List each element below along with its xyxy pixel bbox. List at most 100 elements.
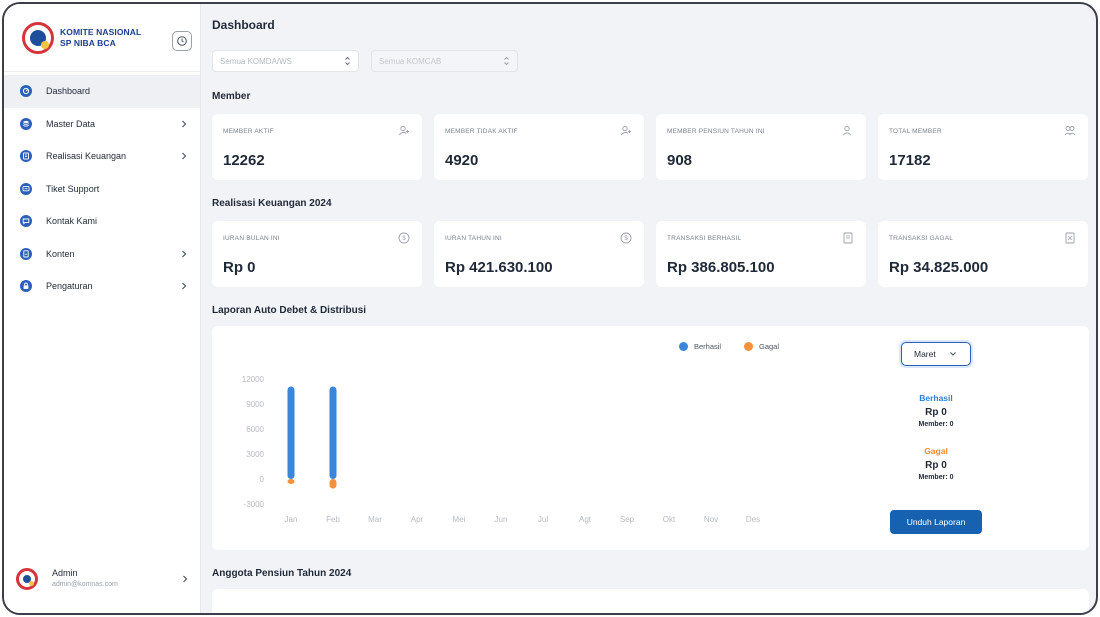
report-chart-panel: Berhasil Gagal 12000 9000 6000 3000 0 -3000 Ja… [212,326,1089,550]
updown-icon [345,56,350,66]
x-tick-label: Jun [495,515,508,524]
legend-berhasil: Berhasil [679,342,721,351]
card-label: MEMBER TIDAK AKTIF [445,128,518,135]
member-stat-card: TOTAL MEMBER 17182 [878,114,1088,180]
report-section-title: Laporan Auto Debet & Distribusi [212,305,367,316]
sidebar-item-label: Realisasi Keuangan [46,151,127,162]
summary-berhasil-member: Member: 0 [918,421,954,428]
card-label: IURAN TAHUN INI [445,235,502,242]
users-icon [1064,126,1076,136]
card-value: 4920 [445,152,479,169]
legend-gagal: Gagal [744,342,779,351]
x-tick-label: Des [746,515,760,524]
card-label: MEMBER AKTIF [223,128,274,135]
summary-berhasil-value: Rp 0 [925,407,947,418]
komda-select[interactable]: Semua KOMDA/WS [212,50,359,72]
sidebar-item-tiket-support[interactable]: Tiket Support [4,173,200,206]
sidebar-item-label: Konten [46,248,75,259]
chevron-right-icon [182,282,187,290]
summary-gagal-value: Rp 0 [925,460,947,471]
main-content: Dashboard Semua KOMDA/WS Semua KOMCAB Me… [201,4,1096,613]
legend-dot-berhasil [679,342,688,351]
member-section-title: Member [212,91,251,102]
card-value: 12262 [223,152,265,169]
chevron-down-icon [950,352,956,356]
card-label: TOTAL MEMBER [889,128,942,135]
komcab-select[interactable]: Semua KOMCAB [371,50,518,72]
card-value: Rp 386.805.100 [667,259,775,276]
updown-icon [504,56,509,66]
chevron-right-icon [182,152,187,160]
member-stat-card: MEMBER AKTIF 12262 [212,114,422,180]
x-tick-label: Jan [285,515,298,524]
card-value: 17182 [889,152,931,169]
lock-icon [20,280,32,293]
sidebar-item-konten[interactable]: Konten [4,238,200,271]
bar-berhasil-jan [287,386,295,479]
sidebar-item-realisasi-keuangan[interactable]: Realisasi Keuangan [4,140,200,173]
sidebar-item-dashboard[interactable]: Dashboard [4,75,200,108]
sidebar-item-master-data[interactable]: Master Data [4,108,200,141]
brand-logo [22,21,54,54]
ticket-icon [20,182,32,195]
finance-stat-card: TRANSAKSI GAGAL Rp 34.825.000 [878,221,1088,287]
coin-icon: $ [398,232,410,244]
bar-gagal-feb [329,479,337,489]
sidebar-nav: Dashboard Master Data Realisasi Keuangan Ti… [4,72,200,303]
finance-stat-card: TRANSAKSI BERHASIL Rp 386.805.100 [656,221,866,287]
y-tick-label: 6000 [246,425,264,434]
page-title: Dashboard [212,18,275,32]
pensiun-section-title: Anggota Pensiun Tahun 2024 [212,568,352,579]
user-icon [842,125,852,136]
summary-berhasil-label: Berhasil [919,393,953,403]
brand-text: KOMITE NASIONAL SP NIBA BCA [60,27,141,49]
x-tick-label: Okt [663,515,676,524]
user-profile[interactable]: Admin admin@komnas.com [4,563,201,595]
sidebar-item-label: Kontak Kami [46,216,98,227]
y-tick-label: -3000 [244,500,265,509]
card-label: MEMBER PENSIUN TAHUN INI [667,128,765,135]
sidebar-collapse-button[interactable] [172,31,192,51]
svg-text:$: $ [624,236,628,242]
card-value: Rp 0 [223,259,256,276]
content-icon [20,247,32,260]
sidebar-item-kontak-kami[interactable]: Kontak Kami [4,205,200,238]
coin-icon: $ [620,232,632,244]
avatar [16,568,38,590]
x-tick-label: Feb [326,515,340,524]
y-tick-label: 12000 [242,375,265,384]
summary-gagal-label: Gagal [924,446,948,456]
x-tick-label: Apr [411,515,424,524]
finance-stat-card: IURAN BULAN INI Rp 0 $ [212,221,422,287]
contact-icon [20,215,32,228]
x-tick-label: Agt [579,515,592,524]
x-tick-label: Jul [538,515,548,524]
sidebar-item-pengaturan[interactable]: Pengaturan [4,270,200,303]
card-value: Rp 421.630.100 [445,259,553,276]
sidebar-item-label: Dashboard [46,86,91,97]
member-stat-card: MEMBER TIDAK AKTIF 4920 [434,114,644,180]
user-plus-icon [398,125,409,136]
receipt-icon [843,232,853,244]
brand: KOMITE NASIONAL SP NIBA BCA [4,4,200,72]
x-tick-label: Sep [620,515,635,524]
legend-label-berhasil: Berhasil [694,342,722,351]
card-value: Rp 34.825.000 [889,259,989,276]
finance-icon [20,150,32,163]
month-select[interactable]: Maret [901,342,971,366]
komda-select-value: Semua KOMDA/WS [220,56,293,66]
y-tick-label: 3000 [246,450,264,459]
month-select-value: Maret [914,349,936,359]
x-tick-label: Nov [704,515,718,524]
sidebar-item-label: Pengaturan [46,281,93,292]
bar-chart: 12000 9000 6000 3000 0 -3000 Jan Feb Mar Apr Mei Ju… [242,375,760,524]
chevron-right-icon [182,250,187,257]
bar-berhasil-feb [329,386,337,479]
brand-line1: KOMITE NASIONAL [60,26,142,37]
card-value: 908 [667,152,693,169]
user-email: admin@komnas.com [52,581,118,588]
card-label: TRANSAKSI BERHASIL [667,235,742,242]
finance-section-title: Realisasi Keuangan 2024 [212,198,332,209]
download-report-button[interactable]: Unduh Laporan [890,510,982,534]
